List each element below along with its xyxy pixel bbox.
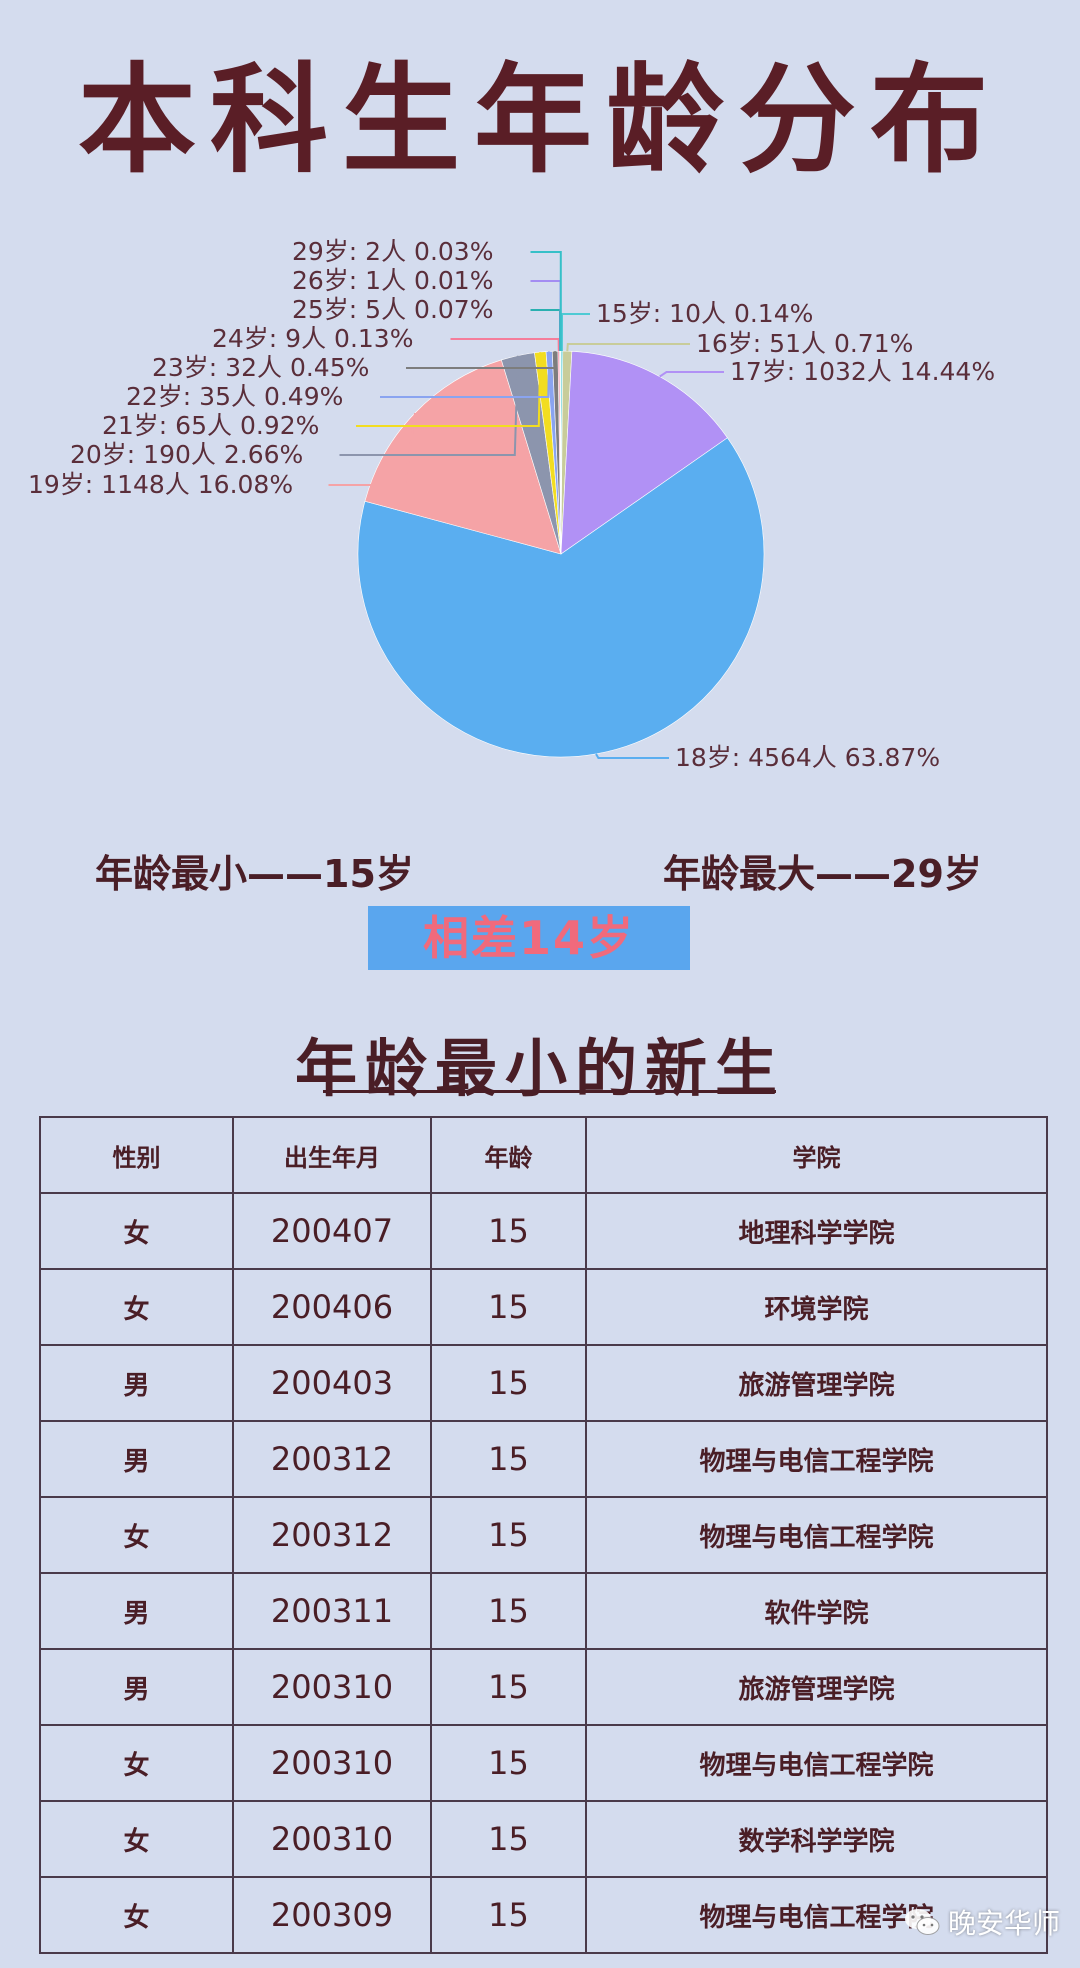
pie-label-17岁: 17岁: 1032人 14.44%	[730, 357, 995, 386]
cell-birth-month: 200312	[232, 1496, 432, 1574]
cell-age: 15	[430, 1420, 587, 1498]
leader-line-18岁	[595, 753, 669, 759]
cell-age: 15	[430, 1648, 587, 1726]
pie-label-19岁: 19岁: 1148人 16.08%	[28, 470, 293, 499]
leader-line-29岁	[530, 251, 562, 351]
cell-age: 15	[430, 1192, 587, 1270]
watermark: 晚安华师	[904, 1902, 1060, 1942]
cell-birth-month: 200310	[232, 1648, 432, 1726]
cell-college: 物理与电信工程学院	[585, 1496, 1048, 1574]
leader-line-21岁	[356, 352, 542, 427]
pie-label-16岁: 16岁: 51人 0.71%	[696, 329, 913, 358]
cell-birth-month: 200406	[232, 1268, 432, 1346]
table-row: 男 200403 15 旅游管理学院	[39, 1344, 1048, 1422]
cell-gender: 女	[39, 1876, 234, 1954]
table-row: 女 200407 15 地理科学学院	[39, 1192, 1048, 1270]
cell-gender: 女	[39, 1496, 234, 1574]
cell-gender: 女	[39, 1268, 234, 1346]
cell-gender: 男	[39, 1648, 234, 1726]
pie-label-26岁: 26岁: 1人 0.01%	[292, 266, 493, 295]
cell-birth-month: 200312	[232, 1420, 432, 1498]
leader-line-15岁	[560, 313, 590, 352]
cell-college: 物理与电信工程学院	[585, 1876, 1048, 1954]
age-difference-badge: 相差14岁	[368, 906, 690, 970]
cell-birth-month: 200309	[232, 1876, 432, 1954]
leader-line-23岁	[406, 351, 557, 369]
max-age-label: 年龄最大——29岁	[663, 852, 982, 896]
pie-label-29岁: 29岁: 2人 0.03%	[292, 237, 493, 266]
pie-label-23岁: 23岁: 32人 0.45%	[152, 353, 369, 382]
cell-age: 15	[430, 1268, 587, 1346]
cell-college: 旅游管理学院	[585, 1344, 1048, 1422]
header-college: 学院	[585, 1116, 1048, 1194]
leader-line-19岁	[328, 412, 416, 486]
youngest-freshmen-table: 性别 出生年月 年龄 学院 女 200407 15 地理科学学院 女 20040…	[39, 1116, 1048, 1954]
table-row: 男 200310 15 旅游管理学院	[39, 1648, 1048, 1726]
table-header-row: 性别 出生年月 年龄 学院	[39, 1116, 1048, 1194]
pie-slice-18岁	[357, 437, 765, 758]
cell-college: 环境学院	[585, 1268, 1048, 1346]
pie-label-22岁: 22岁: 35人 0.49%	[126, 382, 343, 411]
header-gender: 性别	[39, 1116, 234, 1194]
table-row: 男 200312 15 物理与电信工程学院	[39, 1420, 1048, 1498]
leader-line-22岁	[380, 351, 551, 398]
pie-label-24岁: 24岁: 9人 0.13%	[212, 324, 413, 353]
cell-gender: 男	[39, 1344, 234, 1422]
pie-label-20岁: 20岁: 190人 2.66%	[70, 440, 303, 469]
age-pie-chart: 15岁: 10人 0.14%16岁: 51人 0.71%17岁: 1032人 1…	[28, 237, 995, 772]
pie-slice-17岁	[560, 350, 728, 555]
pie-label-15岁: 15岁: 10人 0.14%	[596, 299, 813, 328]
cell-college: 物理与电信工程学院	[585, 1724, 1048, 1802]
pie-label-21岁: 21岁: 65人 0.92%	[102, 411, 319, 440]
cell-birth-month: 200407	[232, 1192, 432, 1270]
subtitle-underline	[323, 1090, 776, 1093]
cell-age: 15	[430, 1800, 587, 1878]
cell-college: 软件学院	[585, 1572, 1048, 1650]
cell-birth-month: 200310	[232, 1800, 432, 1878]
cell-gender: 女	[39, 1192, 234, 1270]
min-age-label: 年龄最小——15岁	[95, 852, 414, 896]
cell-age: 15	[430, 1572, 587, 1650]
cell-gender: 女	[39, 1800, 234, 1878]
cell-gender: 男	[39, 1572, 234, 1650]
cell-gender: 女	[39, 1724, 234, 1802]
leader-line-24岁	[450, 338, 560, 352]
cell-birth-month: 200403	[232, 1344, 432, 1422]
table-row: 女 200312 15 物理与电信工程学院	[39, 1496, 1048, 1574]
cell-college: 物理与电信工程学院	[585, 1420, 1048, 1498]
table-row: 女 200406 15 环境学院	[39, 1268, 1048, 1346]
table-row: 女 200310 15 物理与电信工程学院	[39, 1724, 1048, 1802]
leader-line-20岁	[339, 355, 519, 456]
watermark-text: 晚安华师	[947, 1907, 1060, 1940]
header-birth-month: 出生年月	[232, 1116, 432, 1194]
cell-college: 地理科学学院	[585, 1192, 1048, 1270]
leader-line-16岁	[566, 343, 690, 352]
wechat-icon	[904, 1909, 940, 1935]
page-title: 本科生年龄分布	[77, 51, 1002, 189]
cell-birth-month: 200310	[232, 1724, 432, 1802]
table-row: 女 200309 15 物理与电信工程学院	[39, 1876, 1048, 1954]
leader-line-26岁	[530, 280, 562, 352]
cell-age: 15	[430, 1496, 587, 1574]
cell-college: 旅游管理学院	[585, 1648, 1048, 1726]
cell-gender: 男	[39, 1420, 234, 1498]
cell-birth-month: 200311	[232, 1572, 432, 1650]
table-row: 女 200310 15 数学科学学院	[39, 1800, 1048, 1878]
pie-label-25岁: 25岁: 5人 0.07%	[292, 295, 493, 324]
cell-age: 15	[430, 1876, 587, 1954]
pie-label-18岁: 18岁: 4564人 63.87%	[675, 743, 940, 772]
cell-college: 数学科学学院	[585, 1800, 1048, 1878]
header-age: 年龄	[430, 1116, 587, 1194]
leader-line-25岁	[530, 309, 561, 351]
cell-age: 15	[430, 1724, 587, 1802]
table-row: 男 200311 15 软件学院	[39, 1572, 1048, 1650]
cell-age: 15	[430, 1344, 587, 1422]
leader-line-17岁	[659, 371, 724, 378]
youngest-freshmen-title: 年龄最小的新生	[294, 1032, 785, 1105]
